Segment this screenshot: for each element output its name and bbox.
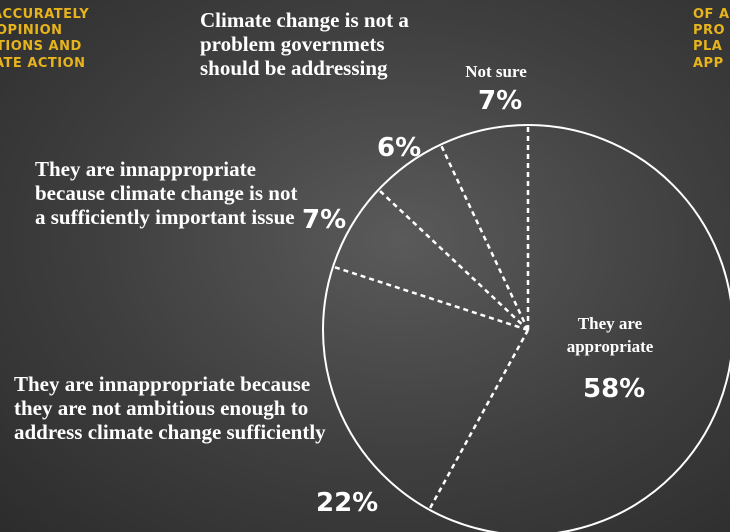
background-text: PLA [693,39,723,54]
background-text: APP [693,56,724,71]
slice-label: Climate change is not a problem governme… [200,8,409,80]
background-text: ACCURATELY [0,7,90,22]
slice-label: They are appropriate [566,314,654,356]
background-text: OF A [693,7,730,22]
data-label: 6% [377,133,422,163]
slice-label: They are innappropriate because climate … [35,157,298,229]
slice-divider [377,188,529,331]
slice-label: They are innappropriate because they are… [14,372,326,444]
data-label: 7% [478,86,523,116]
data-label: 7% [302,205,347,235]
slice-divider [428,329,530,511]
background-text: TIONS AND [0,39,82,54]
background-text: ATE ACTION [0,56,86,71]
slice-divider [332,265,529,332]
data-label: 58% [583,374,646,404]
slice-label: Not sure [465,62,527,81]
slice-divider [439,143,530,331]
data-label: 22% [316,488,379,518]
background-text: OPINION [0,23,63,38]
pie-outline [322,124,730,532]
background-text: PRO [693,23,726,38]
